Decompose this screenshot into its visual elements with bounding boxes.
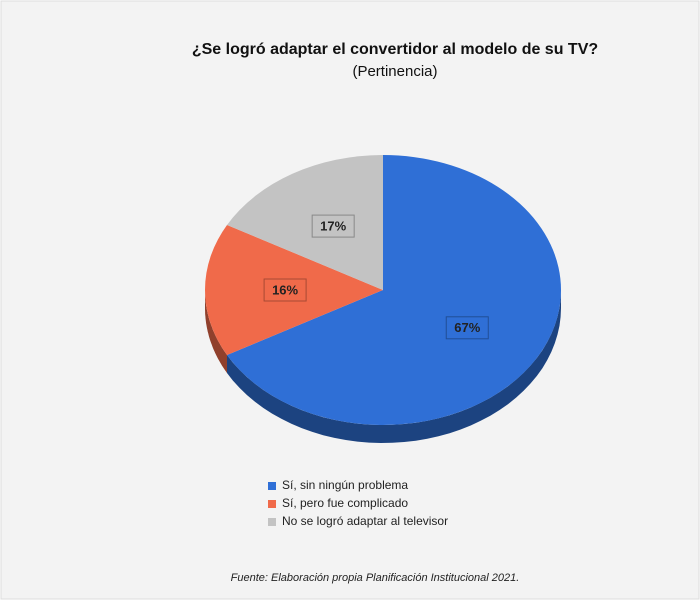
pie-slice: [227, 155, 562, 426]
chart-title: ¿Se logró adaptar el convertidor al mode…: [192, 41, 598, 58]
legend-swatch: [268, 500, 276, 508]
legend-label: Sí, pero fue complicado: [282, 496, 408, 510]
legend-swatch: [268, 518, 276, 526]
source-note: Fuente: Elaboración propia Planificación…: [231, 572, 520, 584]
label-box: [445, 316, 489, 340]
legend-label: Sí, sin ningún problema: [282, 478, 408, 492]
data-label: 17%: [320, 219, 346, 234]
pie-side: [227, 290, 561, 443]
legend-swatch: [268, 482, 276, 490]
pie-side: [205, 290, 227, 373]
label-box: [311, 214, 355, 238]
data-label: 67%: [454, 320, 480, 335]
data-label: 16%: [272, 282, 298, 297]
pie-slice: [227, 155, 383, 290]
label-box: [263, 278, 307, 302]
chart-subtitle: (Pertinencia): [352, 63, 437, 80]
legend-label: No se logró adaptar al televisor: [282, 514, 448, 528]
